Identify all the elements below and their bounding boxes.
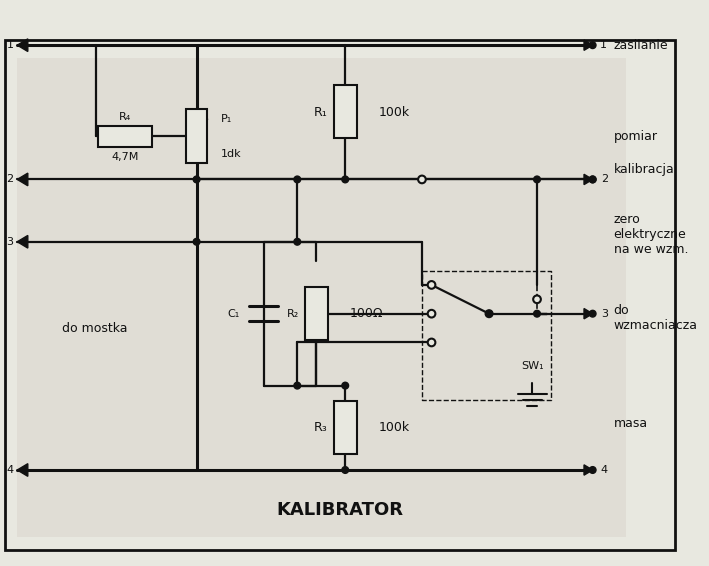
Text: 3: 3 [601, 308, 608, 319]
Circle shape [589, 176, 596, 183]
Polygon shape [584, 40, 593, 50]
Circle shape [342, 466, 349, 473]
Text: 1dk: 1dk [220, 148, 241, 158]
Circle shape [589, 466, 596, 473]
Circle shape [342, 176, 349, 183]
Text: zasilanie: zasilanie [614, 38, 669, 52]
Bar [186, 109, 207, 163]
Polygon shape [17, 464, 28, 477]
Bar [334, 85, 357, 138]
Text: 4: 4 [601, 465, 608, 475]
Text: R₄: R₄ [118, 112, 130, 122]
Circle shape [294, 382, 301, 389]
Text: 2: 2 [601, 174, 608, 185]
Text: masa: masa [614, 418, 648, 431]
Polygon shape [584, 174, 593, 185]
Circle shape [534, 176, 540, 183]
Bar [17, 58, 626, 537]
Circle shape [485, 310, 493, 318]
Circle shape [428, 281, 435, 289]
Text: 1: 1 [601, 40, 608, 50]
Text: SW₁: SW₁ [521, 362, 544, 371]
Text: R₁: R₁ [314, 106, 328, 119]
Circle shape [534, 310, 540, 317]
Text: 2: 2 [6, 174, 13, 185]
Polygon shape [17, 235, 28, 248]
Text: 100k: 100k [379, 421, 410, 434]
Text: 100k: 100k [379, 106, 410, 119]
Polygon shape [584, 308, 593, 319]
Circle shape [194, 238, 200, 245]
Text: P₁: P₁ [220, 114, 232, 124]
Circle shape [342, 382, 349, 389]
Circle shape [589, 310, 596, 317]
Text: 1: 1 [6, 40, 13, 50]
Circle shape [589, 42, 596, 49]
Circle shape [428, 338, 435, 346]
Text: 4: 4 [6, 465, 13, 475]
Text: 4,7M: 4,7M [111, 152, 138, 162]
Text: KALIBRATOR: KALIBRATOR [276, 501, 403, 519]
Circle shape [428, 310, 435, 318]
Text: 100Ω: 100Ω [350, 307, 384, 320]
Text: pomiar: pomiar [614, 130, 658, 143]
Text: do
wzmacniacza: do wzmacniacza [614, 304, 698, 332]
Bar [305, 287, 328, 340]
Circle shape [294, 238, 301, 245]
Circle shape [294, 176, 301, 183]
Text: R₂: R₂ [287, 308, 299, 319]
Polygon shape [17, 39, 28, 52]
Circle shape [589, 176, 596, 183]
Text: zero
elektryczne
na we wzm.: zero elektryczne na we wzm. [614, 213, 688, 256]
Circle shape [533, 295, 541, 303]
Bar [334, 401, 357, 454]
Text: do mostka: do mostka [62, 321, 128, 335]
Text: kalibracja: kalibracja [614, 164, 674, 177]
Polygon shape [584, 465, 593, 475]
Bar [98, 126, 152, 147]
Polygon shape [17, 173, 28, 186]
Circle shape [194, 176, 200, 183]
Text: C₁: C₁ [228, 308, 240, 319]
Text: R₃: R₃ [314, 421, 328, 434]
Circle shape [418, 175, 426, 183]
Text: 3: 3 [6, 237, 13, 247]
